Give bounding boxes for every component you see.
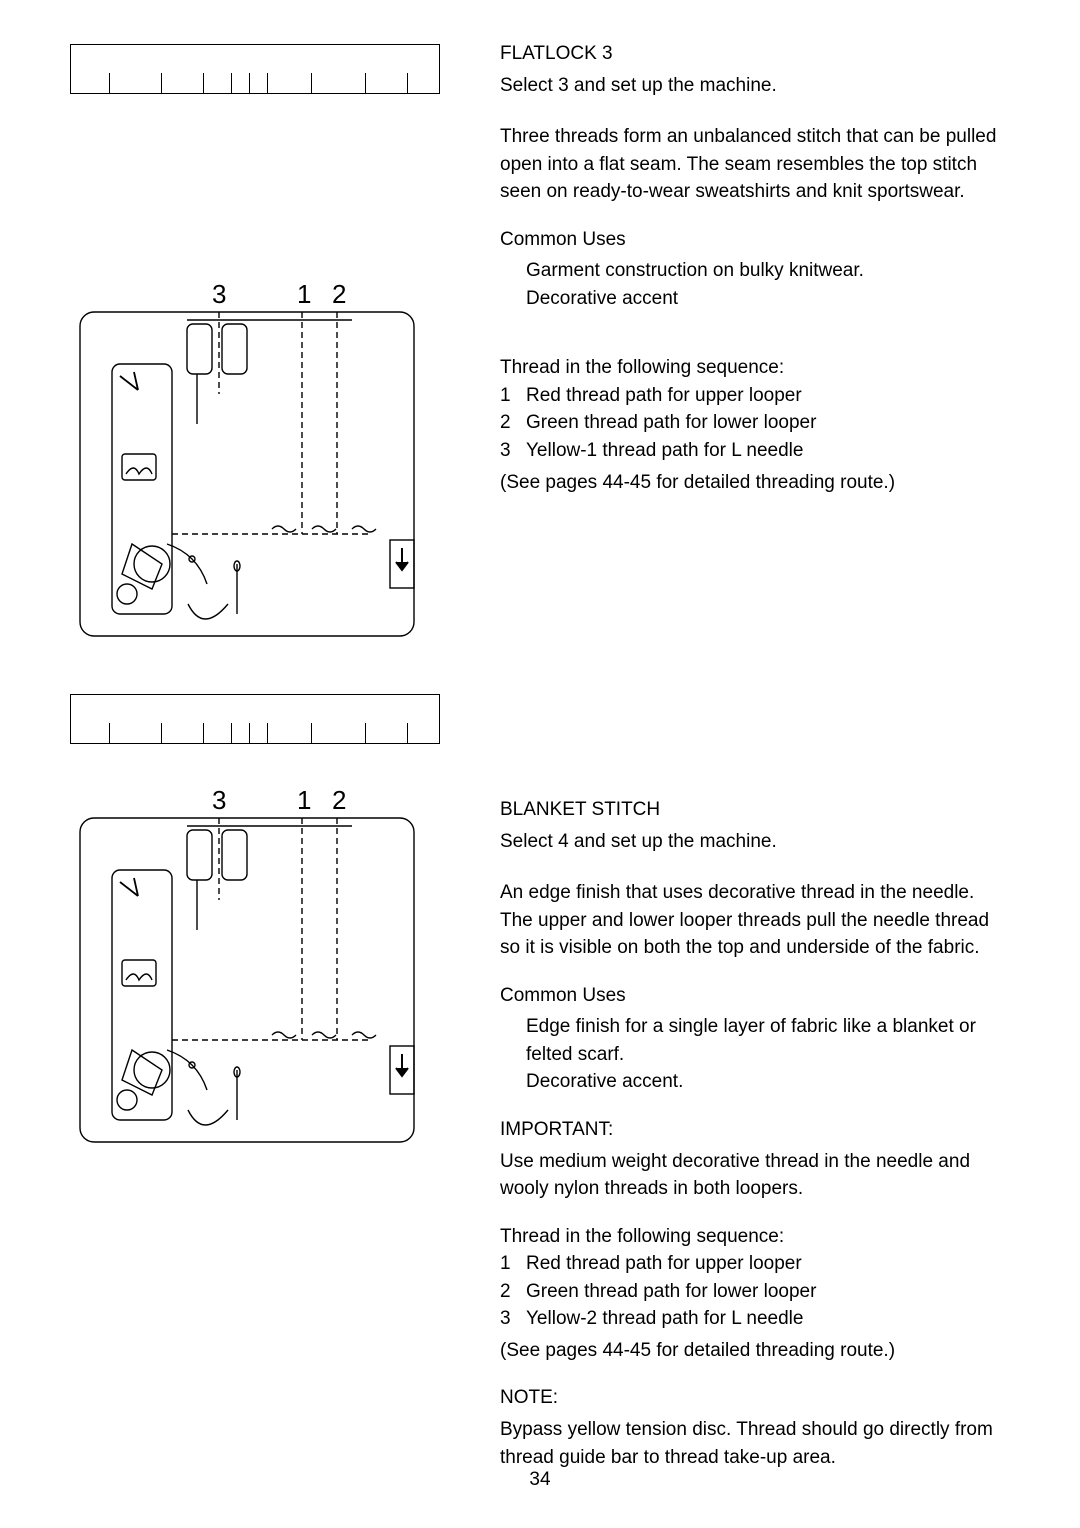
common-uses-heading: Common Uses bbox=[500, 226, 1010, 254]
thread-step-num: 3 bbox=[500, 437, 526, 465]
diagram-num-2: 2 bbox=[332, 782, 346, 820]
section-title: BLANKET STITCH bbox=[500, 796, 1010, 824]
stitch-sample-flatlock bbox=[70, 44, 440, 94]
thread-step-text: Yellow-1 thread path for L needle bbox=[526, 437, 803, 465]
important-text: Use medium weight decorative thread in t… bbox=[500, 1148, 1010, 1203]
note-text: Bypass yellow tension disc. Thread shoul… bbox=[500, 1416, 1010, 1471]
machine-diagram-flatlock: 3 1 2 bbox=[72, 304, 422, 644]
thread-step: 1 Red thread path for upper looper bbox=[500, 382, 1010, 410]
thread-see-pages: (See pages 44-45 for detailed threading … bbox=[500, 469, 1010, 497]
thread-step: 3 Yellow-1 thread path for L needle bbox=[500, 437, 1010, 465]
section-flatlock: FLATLOCK 3 Select 3 and set up the machi… bbox=[500, 40, 1010, 496]
machine-svg bbox=[72, 810, 422, 1150]
diagram-num-3: 3 bbox=[212, 276, 226, 314]
common-use-item: Garment construction on bulky knitwear. bbox=[526, 257, 1010, 285]
thread-step-num: 1 bbox=[500, 382, 526, 410]
description: An edge finish that uses decorative thre… bbox=[500, 879, 1010, 962]
thread-step: 2 Green thread path for lower looper bbox=[500, 1278, 1010, 1306]
common-uses-heading: Common Uses bbox=[500, 982, 1010, 1010]
thread-step-num: 1 bbox=[500, 1250, 526, 1278]
thread-step-num: 3 bbox=[500, 1305, 526, 1333]
diagram-num-2: 2 bbox=[332, 276, 346, 314]
note-heading: NOTE: bbox=[500, 1384, 1010, 1412]
machine-svg bbox=[72, 304, 422, 644]
thread-step: 1 Red thread path for upper looper bbox=[500, 1250, 1010, 1278]
stitch-sample-blanket bbox=[70, 694, 440, 744]
section-title: FLATLOCK 3 bbox=[500, 40, 1010, 68]
common-use-item: Edge finish for a single layer of fabric… bbox=[526, 1013, 1010, 1068]
thread-step-text: Red thread path for upper looper bbox=[526, 1250, 802, 1278]
thread-step-text: Green thread path for lower looper bbox=[526, 409, 816, 437]
thread-seq-intro: Thread in the following sequence: bbox=[500, 1223, 1010, 1251]
common-use-item: Decorative accent bbox=[526, 285, 1010, 313]
common-use-item: Decorative accent. bbox=[526, 1068, 1010, 1096]
thread-step-text: Yellow-2 thread path for L needle bbox=[526, 1305, 803, 1333]
section-blanket: BLANKET STITCH Select 4 and set up the m… bbox=[500, 796, 1010, 1471]
thread-step: 3 Yellow-2 thread path for L needle bbox=[500, 1305, 1010, 1333]
diagram-num-1: 1 bbox=[297, 782, 311, 820]
thread-see-pages: (See pages 44-45 for detailed threading … bbox=[500, 1337, 1010, 1365]
page-number: 34 bbox=[0, 1466, 1080, 1494]
diagram-num-3: 3 bbox=[212, 782, 226, 820]
important-heading: IMPORTANT: bbox=[500, 1116, 1010, 1144]
thread-step-num: 2 bbox=[500, 409, 526, 437]
diagram-num-1: 1 bbox=[297, 276, 311, 314]
thread-seq-intro: Thread in the following sequence: bbox=[500, 354, 1010, 382]
thread-step: 2 Green thread path for lower looper bbox=[500, 409, 1010, 437]
machine-diagram-blanket: 3 1 2 bbox=[72, 810, 422, 1150]
select-line: Select 3 and set up the machine. bbox=[500, 72, 1010, 100]
thread-step-num: 2 bbox=[500, 1278, 526, 1306]
select-line: Select 4 and set up the machine. bbox=[500, 828, 1010, 856]
thread-step-text: Red thread path for upper looper bbox=[526, 382, 802, 410]
description: Three threads form an unbalanced stitch … bbox=[500, 123, 1010, 206]
thread-step-text: Green thread path for lower looper bbox=[526, 1278, 816, 1306]
